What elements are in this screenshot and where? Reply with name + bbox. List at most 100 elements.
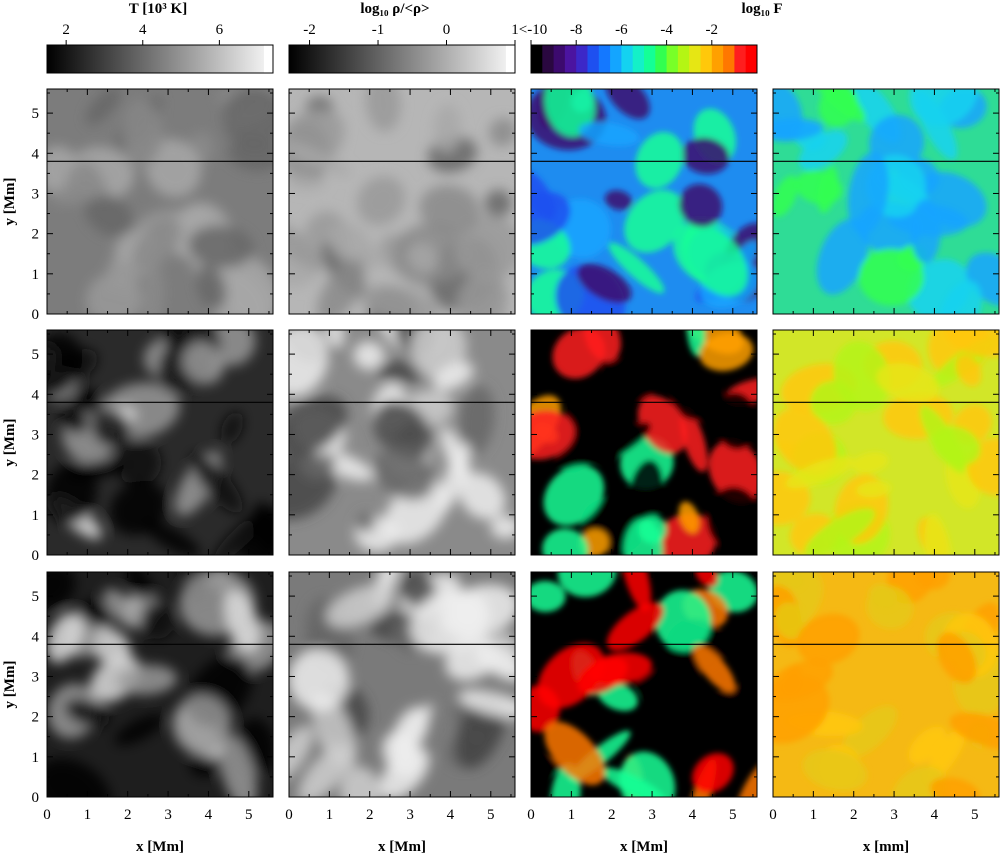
panel-blob (592, 421, 651, 463)
panel-blob (433, 362, 474, 392)
colorbar-tick-label: -2 (303, 22, 316, 38)
panel-blob (915, 90, 958, 160)
x-tick-label: 3 (164, 807, 172, 823)
x-axis-label: x [Mm] (136, 839, 184, 855)
panel-blob (289, 219, 326, 271)
panel-blob (209, 330, 256, 366)
panel-blob (373, 400, 432, 461)
panel-blob (456, 270, 509, 314)
y-tick-label: 5 (32, 106, 40, 122)
panel-blob (392, 706, 429, 756)
panel-blob (474, 643, 515, 682)
panel-blob (365, 89, 401, 132)
colorbar-tick-label: -4 (660, 22, 673, 38)
panel-texture (47, 330, 273, 555)
colorbar-flux-block (734, 45, 747, 73)
x-tick-label: 2 (124, 807, 132, 823)
panel-blob (489, 118, 515, 147)
panel-blob (410, 330, 467, 381)
panel-blob (531, 410, 575, 460)
panel-frame (288, 88, 516, 315)
panel-frame (772, 88, 1000, 315)
panel-blob (773, 675, 830, 744)
panel-blob (637, 395, 688, 454)
x-tick-label: 5 (245, 807, 253, 823)
panel-blob (544, 721, 606, 786)
panel-blob (289, 330, 329, 397)
panel-blob (182, 341, 224, 385)
panel-blob (774, 602, 806, 640)
panel-r2-c2 (288, 329, 516, 556)
x-tick-label: 4 (205, 807, 213, 823)
y-tick-label: 0 (32, 790, 40, 806)
x-tick-label: 0 (527, 807, 535, 823)
panel-r2-c4 (772, 329, 1000, 556)
y-tick-label: 5 (32, 347, 40, 363)
panel-blob (773, 572, 805, 590)
panel-blob (64, 698, 110, 728)
panel-blob (484, 189, 512, 218)
colorbar-flux-block (666, 45, 679, 73)
panel-r2-c1: 0 1 2 3 4 5 (32, 329, 274, 564)
panel-blob (457, 689, 515, 719)
panel-texture (773, 330, 999, 555)
y-tick-label: 4 (32, 146, 40, 162)
panel-blob (936, 632, 977, 684)
panel-blob (908, 726, 947, 764)
panel-image (289, 330, 515, 555)
panel-texture (47, 89, 273, 314)
panel-r3-c4: 0 1 2 3 4 5 (769, 571, 1000, 823)
panel-blob (699, 333, 754, 372)
y-tick-label: 0 (32, 548, 40, 564)
panel-image (773, 572, 999, 797)
panel-blob (419, 185, 481, 235)
y-axis-labels: y [Mm] y [Mm] y [Mm] (2, 178, 18, 709)
panel-frame (46, 329, 274, 556)
panel-blob (856, 480, 892, 498)
colorbar-temperature-fill (46, 44, 274, 74)
panel-blob (114, 713, 165, 746)
colorbar-flux (530, 44, 758, 74)
panel-blob (619, 751, 676, 797)
panel-blob (115, 664, 178, 695)
x-tick-label: 2 (608, 807, 616, 823)
colorbar-title-temperature: T [10³ K] (129, 1, 187, 17)
panel-frame (772, 571, 1000, 798)
colorbar-flux-block (542, 45, 555, 73)
x-tick-label: 1 (84, 807, 92, 823)
panel-image (289, 89, 515, 314)
panel-blob (458, 472, 506, 520)
colorbar-flux-block (632, 45, 645, 73)
panel-blob (289, 649, 350, 711)
x-axis-label: x [mm] (863, 839, 909, 855)
panel-blob (679, 183, 723, 228)
y-tick-label: 3 (32, 186, 40, 202)
colorbar-temperature (46, 44, 274, 74)
panel-blob (692, 753, 734, 794)
panel-blob (410, 589, 490, 655)
panel-blob (51, 178, 108, 206)
x-tick-label: 3 (890, 807, 898, 823)
panel-blob (940, 280, 982, 314)
y-tick-label: 1 (32, 750, 40, 766)
x-tick-label: 3 (648, 807, 656, 823)
panel-frame (46, 88, 274, 315)
panel-blob (543, 464, 605, 526)
panel-blob (91, 409, 131, 447)
panel-blob (459, 385, 495, 455)
panel-texture (531, 330, 757, 555)
panel-r1-c3 (530, 88, 758, 315)
panel-blob (326, 584, 395, 628)
panel-blob (325, 330, 345, 349)
panel-blob (714, 391, 757, 450)
panel-blob (289, 173, 327, 191)
colorbar-tick-label: 4 (139, 22, 147, 38)
x-tick-label: 1 (326, 807, 334, 823)
panel-blob (817, 166, 838, 213)
panel-blob (552, 330, 606, 379)
panel-blob (311, 692, 357, 771)
panel-image (773, 89, 999, 314)
x-tick-label: 0 (769, 807, 777, 823)
panel-blob (358, 284, 440, 314)
